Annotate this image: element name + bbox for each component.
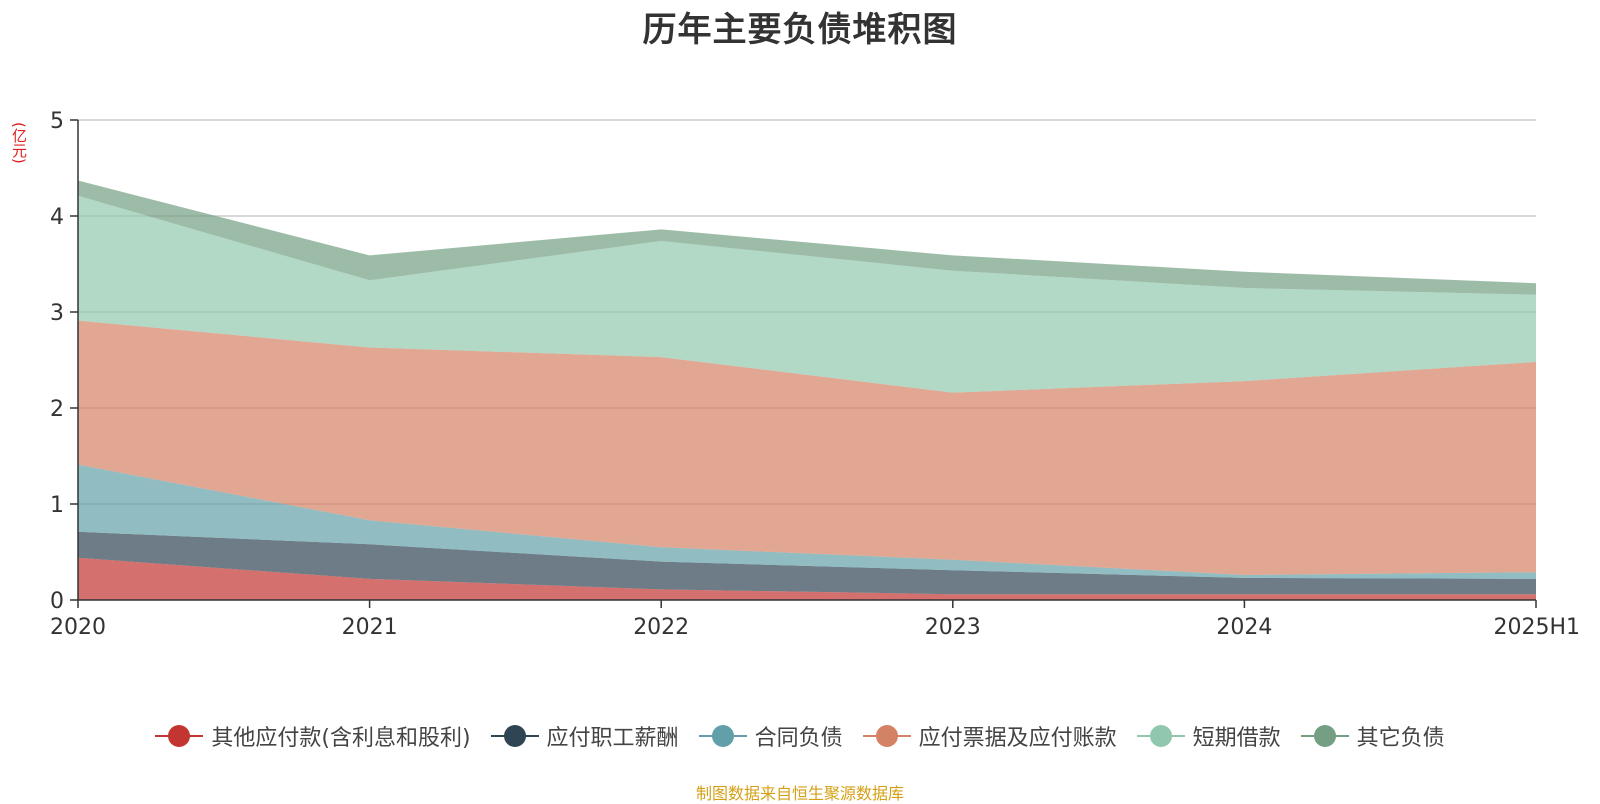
legend-item-5[interactable]: 其它负债 [1300, 720, 1445, 752]
legend-label: 短期借款 [1192, 726, 1281, 751]
legend-marker-icon [490, 724, 539, 748]
y-axis-unit-label: (亿元) [10, 122, 28, 164]
legend-item-4[interactable]: 短期借款 [1136, 720, 1281, 752]
legend-marker-icon [155, 724, 204, 748]
legend-item-3[interactable]: 应付票据及应付账款 [862, 720, 1117, 752]
chart-title: 历年主要负债堆积图 [642, 10, 958, 50]
legend-marker-icon [698, 724, 747, 748]
tick-labels: 0 1 2 3 4 5 2020 2021 2022 2023 2024 2025H1 [50, 109, 1580, 640]
legend-item-2[interactable]: 合同负债 [698, 720, 843, 752]
x-tick-label-2023: 2023 [925, 615, 981, 640]
x-tick-label-2020: 2020 [50, 615, 106, 640]
y-tick-label-4: 4 [50, 205, 64, 230]
area-series-4[interactable] [78, 195, 1536, 393]
y-tick-label-2: 2 [50, 397, 64, 422]
y-tick-label-1: 1 [50, 493, 64, 518]
y-tick-label-5: 5 [50, 109, 64, 134]
legend-marker-icon [862, 724, 911, 748]
legend-marker-icon [1136, 724, 1185, 748]
x-tick-label-2021: 2021 [342, 615, 398, 640]
legend-label: 其它负债 [1356, 726, 1445, 751]
legend-item-1[interactable]: 应付职工薪酬 [490, 720, 679, 752]
area-series-5[interactable] [78, 180, 1536, 295]
area-series-0[interactable] [78, 557, 1536, 600]
legend-label: 应付票据及应付账款 [918, 726, 1117, 751]
axes [70, 119, 1537, 608]
legend-label: 应付职工薪酬 [546, 726, 679, 751]
legend-label: 其他应付款(含利息和股利) [211, 726, 471, 751]
legend-marker-icon [1300, 724, 1349, 748]
x-tick-label-2024: 2024 [1216, 615, 1272, 640]
y-tick-label-0: 0 [50, 589, 64, 614]
x-tick-label-2022: 2022 [633, 615, 689, 640]
legend-label: 合同负债 [754, 726, 843, 751]
legend: 其他应付款(含利息和股利) 应付职工薪酬 合同负债 应付票据及应付账款 短期借款 其它负债 [0, 718, 1600, 754]
area-series-1[interactable] [78, 531, 1536, 595]
area-series [78, 180, 1536, 600]
legend-item-0[interactable]: 其他应付款(含利息和股利) [155, 720, 471, 752]
source-note: 制图数据来自恒生聚源数据库 [695, 784, 904, 803]
area-series-3[interactable] [78, 320, 1536, 575]
x-tick-label-2025H1: 2025H1 [1493, 615, 1580, 640]
y-tick-label-3: 3 [50, 301, 64, 326]
area-series-2[interactable] [78, 464, 1536, 579]
